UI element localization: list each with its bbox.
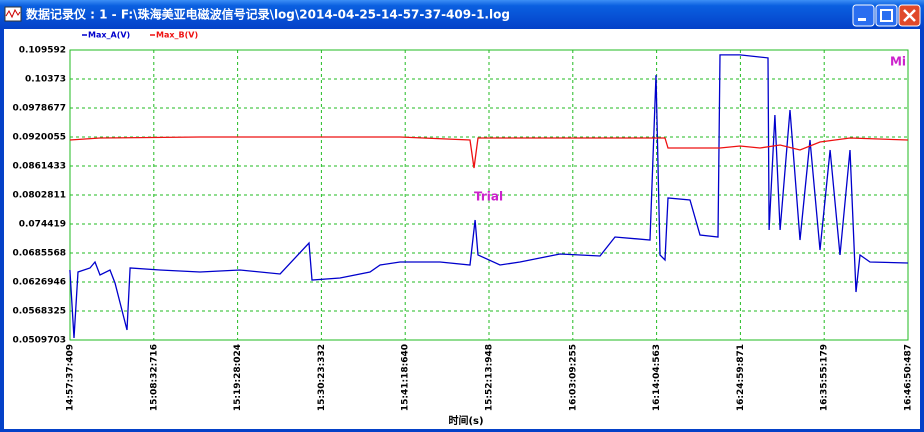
x-tick-label: 16:35:55:179 bbox=[820, 344, 830, 411]
y-tick-label: 0.0920055 bbox=[12, 132, 66, 142]
x-tick-label: 14:57:37:409 bbox=[66, 344, 76, 411]
y-tick-label: 0.0626946 bbox=[12, 278, 66, 288]
plot-border bbox=[69, 49, 909, 341]
x-tick-label: 15:52:13:948 bbox=[485, 344, 495, 411]
x-tick-label: 15:19:28:024 bbox=[233, 344, 243, 411]
y-tick-label: 0.10373 bbox=[25, 74, 66, 84]
minimize-button[interactable] bbox=[852, 4, 875, 27]
x-tick-label: 16:14:04:563 bbox=[652, 344, 662, 411]
x-tick-label: 15:30:23:332 bbox=[317, 344, 327, 411]
window-title: 数据记录仪 : 1 - F:\珠海美亚电磁波信号记录\log\2014-04-2… bbox=[26, 7, 510, 22]
annotation: Mi bbox=[890, 55, 906, 69]
close-button[interactable] bbox=[898, 4, 921, 27]
y-tick-label: 0.0568325 bbox=[12, 306, 66, 316]
y-tick-label: 0.0978677 bbox=[12, 103, 66, 113]
x-tick-label: 16:03:09:255 bbox=[568, 344, 578, 411]
title-bar bbox=[0, 0, 924, 29]
y-tick-label: 0.109592 bbox=[19, 46, 66, 56]
y-tick-label: 0.074419 bbox=[19, 219, 66, 229]
x-tick-label: 16:46:50:487 bbox=[904, 344, 914, 411]
x-axis-label: 时间(s) bbox=[448, 414, 483, 427]
data-line bbox=[69, 136, 908, 169]
data-line bbox=[69, 54, 908, 339]
client-area bbox=[4, 29, 920, 429]
x-tick-label: 15:08:32:716 bbox=[149, 344, 159, 411]
maximize-button[interactable] bbox=[875, 4, 898, 27]
annotation: Trial bbox=[474, 190, 503, 204]
y-tick-label: 0.0685568 bbox=[12, 249, 66, 259]
y-tick-label: 0.0509703 bbox=[12, 336, 66, 346]
app-icon bbox=[4, 6, 22, 22]
y-tick-label: 0.0861433 bbox=[12, 162, 66, 172]
y-tick-label: 0.0802811 bbox=[12, 191, 66, 201]
x-tick-label: 15:41:18:640 bbox=[401, 344, 411, 411]
legend-label: Max_B(V) bbox=[156, 31, 198, 40]
legend-label: Max_A(V) bbox=[88, 31, 130, 40]
x-tick-label: 16:24:59:871 bbox=[736, 344, 746, 411]
